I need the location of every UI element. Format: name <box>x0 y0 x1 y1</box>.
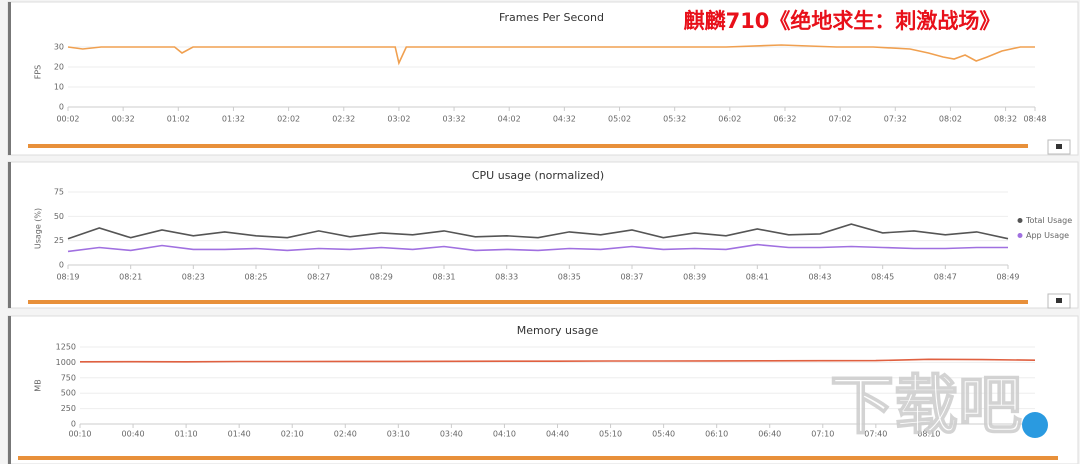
x-tick-label: 00:32 <box>112 115 135 124</box>
x-tick-label: 05:40 <box>652 430 675 439</box>
x-tick-label: 00:40 <box>122 430 145 439</box>
lock-icon <box>1056 144 1062 149</box>
x-tick-label: 02:32 <box>332 115 355 124</box>
x-tick-label: 08:39 <box>683 273 706 282</box>
x-tick-label: 08:25 <box>244 273 267 282</box>
panel-edge <box>8 316 11 464</box>
x-tick-label: 08:27 <box>307 273 330 282</box>
range-slider[interactable] <box>28 300 1028 304</box>
x-tick-label: 01:32 <box>222 115 245 124</box>
legend-marker <box>1017 233 1023 238</box>
x-tick-label: 03:02 <box>387 115 410 124</box>
x-tick-label: 08:35 <box>558 273 581 282</box>
x-tick-label: 00:10 <box>68 430 91 439</box>
x-tick-label: 08:48 <box>1023 115 1046 124</box>
y-tick-label: 30 <box>54 43 64 52</box>
legend-label: App Usage <box>1026 231 1069 240</box>
x-tick-label: 06:40 <box>758 430 781 439</box>
y-tick-label: 250 <box>61 404 76 413</box>
y-tick-label: 25 <box>54 236 64 245</box>
watermark-icon <box>1022 412 1048 438</box>
x-tick-label: 07:32 <box>884 115 907 124</box>
panel-edge <box>8 2 11 155</box>
x-tick-label: 08:37 <box>620 273 643 282</box>
x-tick-label: 01:40 <box>228 430 251 439</box>
data-line <box>67 44 1035 66</box>
legend-label: Total Usage <box>1025 216 1072 225</box>
y-tick-label: 10 <box>54 83 64 92</box>
x-tick-label: 08:29 <box>370 273 393 282</box>
x-tick-label: 08:47 <box>934 273 957 282</box>
x-tick-label: 03:40 <box>440 430 463 439</box>
data-line <box>67 223 1009 240</box>
x-tick-label: 04:10 <box>493 430 516 439</box>
x-tick-label: 06:02 <box>718 115 741 124</box>
charts: Frames Per Second FPS 0 10 20 30 00:02 00:32 01:… <box>34 11 1073 439</box>
x-tick-label: 08:43 <box>808 273 831 282</box>
y-tick-label: 750 <box>61 373 76 382</box>
y-tick-label: 0 <box>59 103 64 112</box>
y-tick-label: 75 <box>54 188 64 197</box>
panel-edge <box>8 162 11 308</box>
y-axis-label: FPS <box>34 65 43 80</box>
x-tick-label: 07:10 <box>811 430 834 439</box>
x-tick-label: 08:19 <box>56 273 79 282</box>
y-tick-label: 1000 <box>56 358 76 367</box>
x-tick-label: 05:32 <box>663 115 686 124</box>
x-tick-label: 04:32 <box>553 115 576 124</box>
y-tick-label: 500 <box>61 389 76 398</box>
x-tick-label: 06:32 <box>773 115 796 124</box>
chart-title: Memory usage <box>517 324 599 337</box>
x-tick-label: 06:10 <box>705 430 728 439</box>
data-line <box>67 243 1008 253</box>
x-tick-label: 02:40 <box>334 430 357 439</box>
watermark-credit: 头条号 / 下载吧 <box>986 443 1070 457</box>
panel <box>7 1 1079 156</box>
y-axis-label: MB <box>34 379 43 391</box>
x-tick-label: 04:02 <box>498 115 521 124</box>
panel <box>7 315 1079 464</box>
x-tick-label: 08:31 <box>432 273 455 282</box>
x-tick-label: 01:10 <box>175 430 198 439</box>
y-tick-label: 50 <box>54 212 64 221</box>
range-slider[interactable] <box>28 144 1028 148</box>
x-tick-label: 02:10 <box>281 430 304 439</box>
x-tick-label: 08:10 <box>917 430 940 439</box>
x-tick-label: 08:21 <box>119 273 142 282</box>
range-slider[interactable] <box>18 456 1058 460</box>
x-tick-label: 03:32 <box>443 115 466 124</box>
x-tick-label: 08:45 <box>871 273 894 282</box>
x-tick-label: 08:33 <box>495 273 518 282</box>
chart-title: CPU usage (normalized) <box>472 169 604 182</box>
x-tick-label: 07:02 <box>829 115 852 124</box>
x-tick-label: 03:10 <box>387 430 410 439</box>
x-tick-label: 07:40 <box>864 430 887 439</box>
y-tick-label: 0 <box>59 261 64 270</box>
legend-marker <box>1017 218 1023 223</box>
x-tick-label: 08:32 <box>994 115 1017 124</box>
caption: 麒麟710《绝地求生：刺激战场》 <box>684 9 1001 33</box>
x-tick-label: 05:10 <box>599 430 622 439</box>
data-line <box>79 358 1036 363</box>
x-tick-label: 08:41 <box>746 273 769 282</box>
chart-title: Frames Per Second <box>499 11 604 24</box>
lock-icon <box>1056 298 1062 303</box>
x-tick-label: 08:02 <box>939 115 962 124</box>
y-tick-label: 1250 <box>56 343 76 352</box>
watermark: 下载吧 <box>830 370 1022 444</box>
x-tick-label: 04:40 <box>546 430 569 439</box>
x-tick-label: 08:49 <box>996 273 1019 282</box>
y-tick-label: 0 <box>71 420 76 429</box>
y-axis-label: Usage (%) <box>34 208 43 249</box>
x-tick-label: 02:02 <box>277 115 300 124</box>
x-tick-label: 05:02 <box>608 115 631 124</box>
y-tick-label: 20 <box>54 63 64 72</box>
x-tick-label: 08:23 <box>182 273 205 282</box>
panel <box>7 161 1079 309</box>
x-tick-label: 01:02 <box>167 115 190 124</box>
x-tick-label: 00:02 <box>56 115 79 124</box>
